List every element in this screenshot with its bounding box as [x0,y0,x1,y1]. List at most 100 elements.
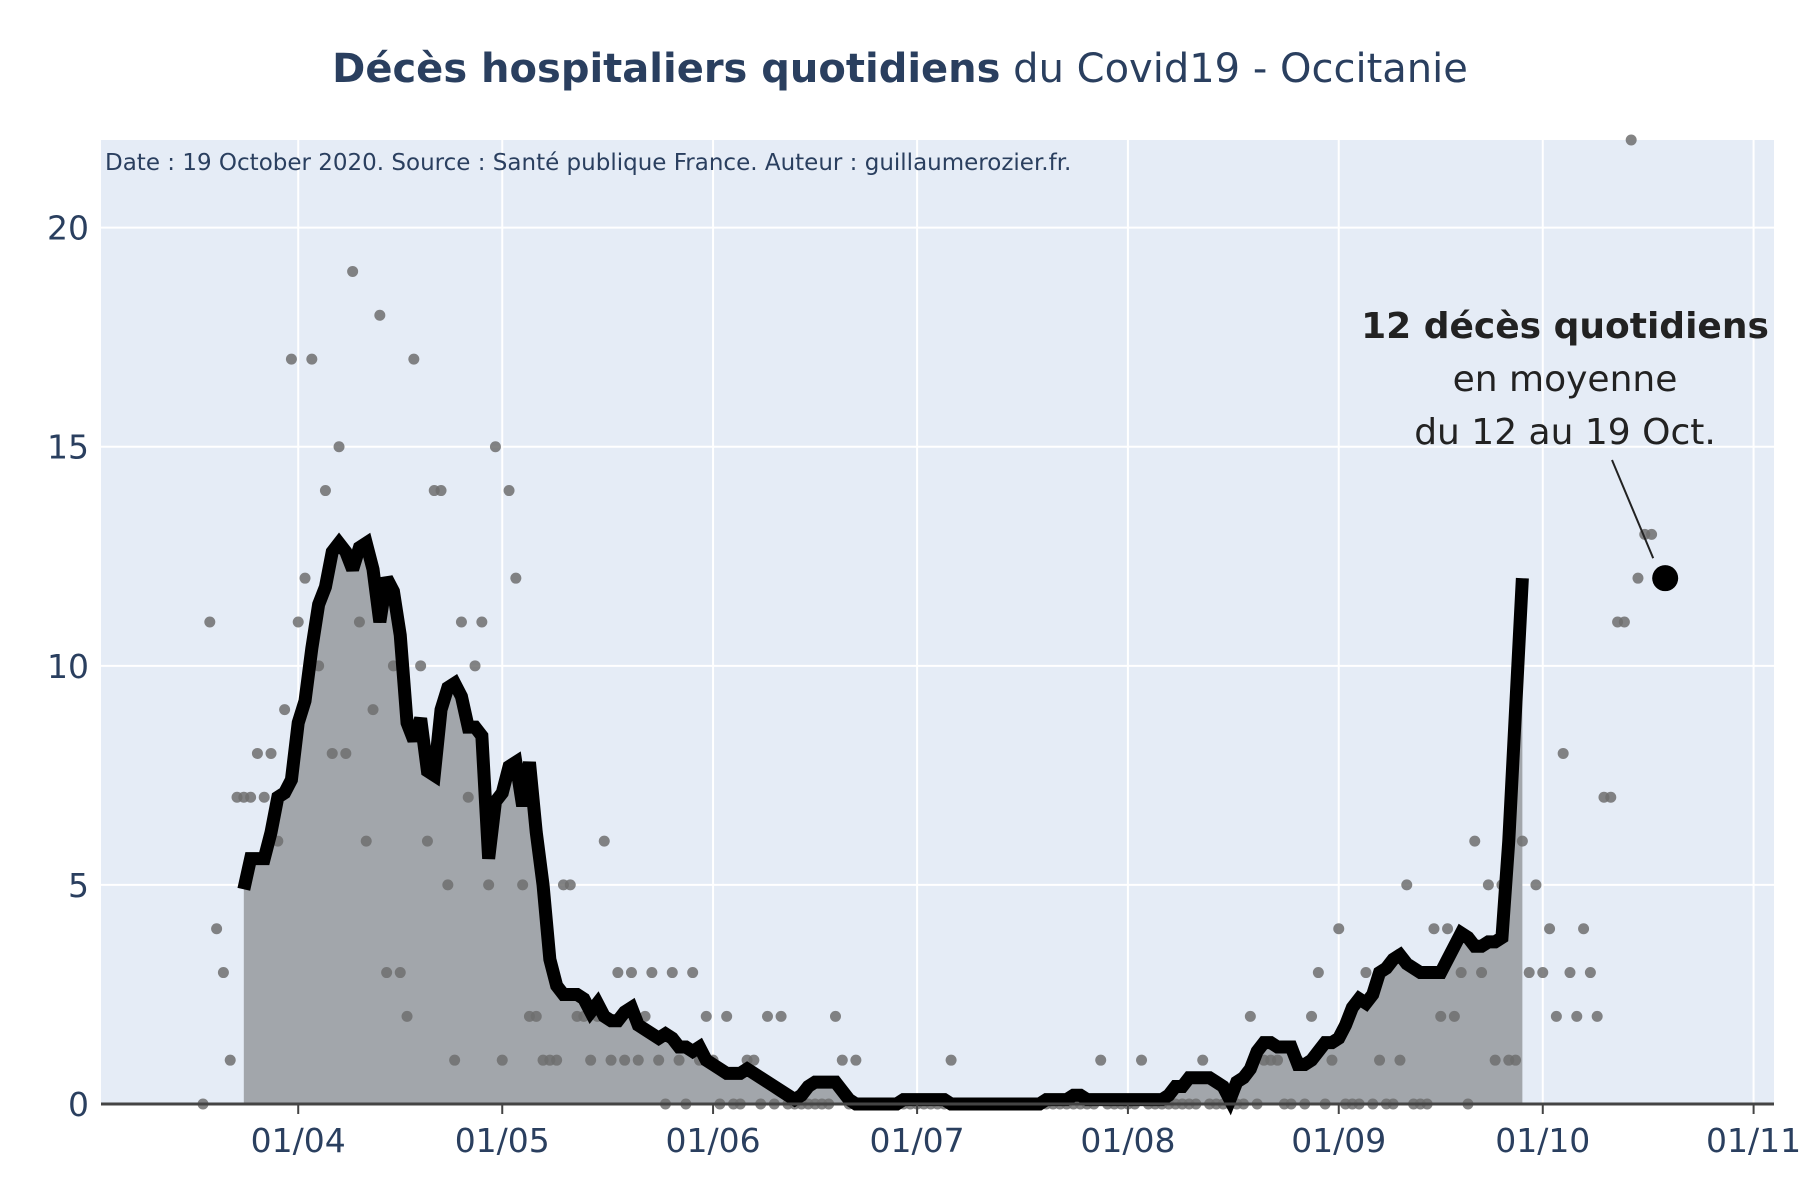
daily-point [285,353,297,365]
daily-point [1326,1054,1338,1066]
daily-point [1272,1054,1284,1066]
daily-point [1530,879,1542,891]
daily-point [1136,1054,1148,1066]
daily-point [1394,1054,1406,1066]
daily-point [775,1010,787,1022]
chart-title-rest: du Covid19 - Occitanie [1000,46,1468,92]
daily-point [1544,923,1556,935]
daily-point [1550,1010,1562,1022]
daily-point [421,835,433,847]
daily-point [666,967,678,979]
daily-point [435,485,447,497]
daily-point [1605,791,1617,803]
daily-point [1360,967,1372,979]
daily-point [761,1010,773,1022]
daily-point [1516,835,1528,847]
daily-point [224,1054,236,1066]
daily-point [653,1054,665,1066]
daily-point [551,1054,563,1066]
daily-point [632,1054,644,1066]
daily-point [211,923,223,935]
daily-point [340,747,352,759]
daily-point [530,1010,542,1022]
daily-point [1625,134,1637,146]
daily-point [415,660,427,672]
x-tick-label: 01/11 [1706,1121,1800,1160]
daily-point [619,1054,631,1066]
daily-point [673,1054,685,1066]
daily-point [1448,1010,1460,1022]
x-tick-label: 01/07 [870,1121,965,1160]
daily-point [1469,835,1481,847]
daily-point [333,441,345,453]
daily-point [394,967,406,979]
daily-point [442,879,454,891]
daily-point [319,485,331,497]
daily-point [347,265,359,277]
daily-point [1584,967,1596,979]
daily-point [646,967,658,979]
daily-point [1428,923,1440,935]
daily-point [292,616,304,628]
daily-point [1435,1010,1447,1022]
daily-point [1646,528,1658,540]
chart-title: Décès hospitaliers quotidiens du Covid19… [0,46,1800,92]
daily-point [1244,1010,1256,1022]
y-tick-label: 15 [47,428,89,467]
daily-point [1571,1010,1583,1022]
x-tick-label: 01/06 [666,1121,761,1160]
x-tick-label: 01/09 [1291,1121,1386,1160]
daily-point [408,353,420,365]
daily-point [1482,879,1494,891]
x-tick-label: 01/10 [1495,1121,1590,1160]
daily-point [353,616,365,628]
daily-point [469,660,481,672]
daily-point [748,1054,760,1066]
daily-point [517,879,529,891]
daily-point [1537,967,1549,979]
daily-point [836,1054,848,1066]
daily-point [245,791,257,803]
y-tick-label: 5 [68,866,89,905]
annotation-line-3: du 12 au 19 Oct. [1414,412,1716,453]
y-tick-label: 20 [47,209,89,248]
x-tick-label: 01/04 [251,1121,346,1160]
annotation-arrow [1611,459,1655,559]
daily-point [1564,967,1576,979]
x-tick-label: 01/05 [455,1121,550,1160]
daily-point [1578,923,1590,935]
daily-point [605,1054,617,1066]
annotation-marker [1652,565,1679,592]
daily-point [1095,1054,1107,1066]
y-tick-label: 10 [47,647,89,686]
daily-point [945,1054,957,1066]
daily-point [1197,1054,1209,1066]
tick-labels-layer: 0 5 10 15 20 01/04 01/05 01/06 01/07 01/08 01/09 01… [47,209,1800,1160]
daily-point [381,967,393,979]
daily-point [1510,1054,1522,1066]
daily-point [299,572,311,584]
daily-point [687,967,699,979]
daily-point [258,791,270,803]
daily-point [510,572,522,584]
daily-point [503,485,515,497]
daily-point [326,747,338,759]
daily-point [1442,923,1454,935]
daily-point [374,309,386,321]
chart-title-bold: Décès hospitaliers quotidiens [332,46,1001,92]
daily-point [279,704,291,716]
daily-point [585,1054,597,1066]
daily-point [483,879,495,891]
x-tick-label: 01/08 [1080,1121,1175,1160]
annotation-line-2: en moyenne [1453,359,1678,400]
daily-point [455,616,467,628]
daily-point [1401,879,1413,891]
daily-point [1476,967,1488,979]
daily-point [850,1054,862,1066]
daily-point [829,1010,841,1022]
annotation-line-1: 12 décès quotidiens [1361,306,1769,347]
daily-point [449,1054,461,1066]
daily-point [265,747,277,759]
daily-point [496,1054,508,1066]
